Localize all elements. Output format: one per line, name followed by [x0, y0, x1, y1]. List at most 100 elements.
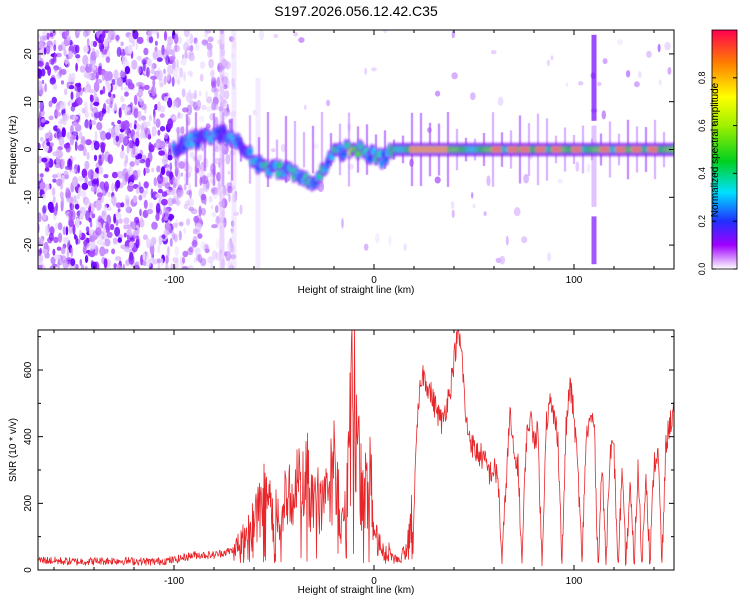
noise-blob — [137, 88, 144, 95]
ridge-core — [342, 151, 346, 157]
noise-blob — [114, 104, 118, 111]
noise-blob — [85, 226, 90, 233]
noise-blob — [187, 165, 193, 174]
noise-blob — [189, 189, 192, 199]
noise-blob — [48, 100, 53, 108]
noise-blob — [490, 50, 497, 55]
noise-blob — [89, 221, 93, 228]
noise-blob — [634, 81, 640, 88]
noise-blob — [75, 54, 81, 59]
noise-blob — [159, 113, 165, 118]
noise-blob — [129, 102, 133, 108]
noise-blob — [123, 224, 128, 230]
noise-blob — [52, 174, 58, 179]
noise-blob — [136, 55, 143, 61]
noise-blob — [94, 130, 98, 142]
noise-blob — [115, 264, 122, 269]
noise-blob — [83, 239, 88, 247]
noise-blob — [138, 82, 145, 88]
noise-blob — [45, 183, 50, 191]
noise-blob — [658, 79, 662, 86]
noise-blob — [113, 213, 117, 224]
noise-blob — [155, 213, 160, 222]
noise-blob — [252, 109, 257, 116]
noise-blob — [189, 33, 194, 45]
noise-blob — [211, 101, 217, 111]
noise-blob — [77, 164, 80, 174]
noise-blob — [76, 58, 81, 63]
noise-blob — [227, 241, 232, 251]
noise-blob — [105, 56, 111, 63]
noise-blob — [165, 55, 170, 66]
ridge-spike — [275, 139, 279, 160]
noise-blob — [41, 157, 48, 163]
noise-blob — [113, 69, 119, 81]
noise-blob — [499, 255, 506, 265]
noise-blob — [40, 68, 46, 77]
noise-blob — [156, 258, 162, 264]
noise-blob — [128, 44, 133, 55]
noise-blob — [128, 140, 133, 149]
ridge-spike — [311, 125, 315, 174]
noise-blob — [625, 70, 631, 78]
noise-blob — [129, 174, 136, 181]
noise-blob — [192, 101, 198, 110]
noise-blob — [166, 170, 171, 177]
noise-blob — [143, 199, 148, 209]
noise-blob — [71, 168, 76, 173]
noise-blob — [575, 161, 580, 172]
noise-blob — [130, 237, 135, 242]
noise-blob — [106, 104, 111, 114]
noise-blob — [183, 71, 186, 82]
ridge-spike — [266, 112, 270, 187]
noise-blob — [118, 218, 123, 224]
noise-blob — [207, 256, 214, 264]
noise-blob — [142, 260, 147, 267]
noise-blob — [154, 46, 158, 52]
noise-blob — [60, 246, 66, 255]
noise-blob — [146, 238, 151, 249]
noise-blob — [111, 182, 115, 193]
noise-blob — [56, 128, 61, 134]
noise-blob — [364, 67, 368, 75]
noise-blob — [93, 101, 100, 106]
noise-blob — [123, 160, 127, 168]
noise-blob — [197, 233, 203, 239]
noise-blob — [105, 98, 111, 105]
noise-blob — [123, 232, 127, 238]
noise-blob — [116, 77, 124, 87]
noise-blob — [195, 247, 201, 257]
noise-blob — [111, 78, 116, 86]
noise-blob — [53, 44, 57, 52]
noise-blob — [497, 96, 504, 107]
noise-blob — [227, 260, 233, 269]
noise-blob — [115, 202, 123, 209]
noise-blob — [182, 54, 185, 59]
noise-blob — [72, 115, 79, 120]
noise-blob — [39, 181, 46, 190]
noise-blob — [77, 144, 85, 152]
noise-blob — [58, 66, 62, 77]
noise-blob — [166, 188, 170, 195]
ridge-spike — [194, 112, 198, 187]
noise-blob — [164, 132, 169, 140]
colorbar-tick-label: 0.8 — [697, 72, 707, 85]
noise-blob — [66, 131, 71, 140]
noise-blob — [52, 30, 57, 36]
noise-blob — [115, 256, 122, 261]
noise-blob — [557, 178, 564, 184]
noise-blob — [201, 175, 209, 185]
noise-blob — [59, 101, 67, 108]
noise-blob — [375, 233, 380, 244]
noise-blob — [183, 203, 189, 210]
noise-blob — [174, 246, 180, 257]
noise-blob — [48, 115, 54, 121]
noise-blob — [160, 166, 166, 176]
noise-blob — [38, 80, 43, 91]
noise-blob — [67, 76, 75, 83]
noise-blob — [103, 181, 109, 192]
noise-blob — [96, 167, 99, 175]
noise-blob — [135, 187, 140, 194]
noise-blob — [165, 255, 169, 264]
x-tick-label: 0 — [371, 275, 377, 286]
